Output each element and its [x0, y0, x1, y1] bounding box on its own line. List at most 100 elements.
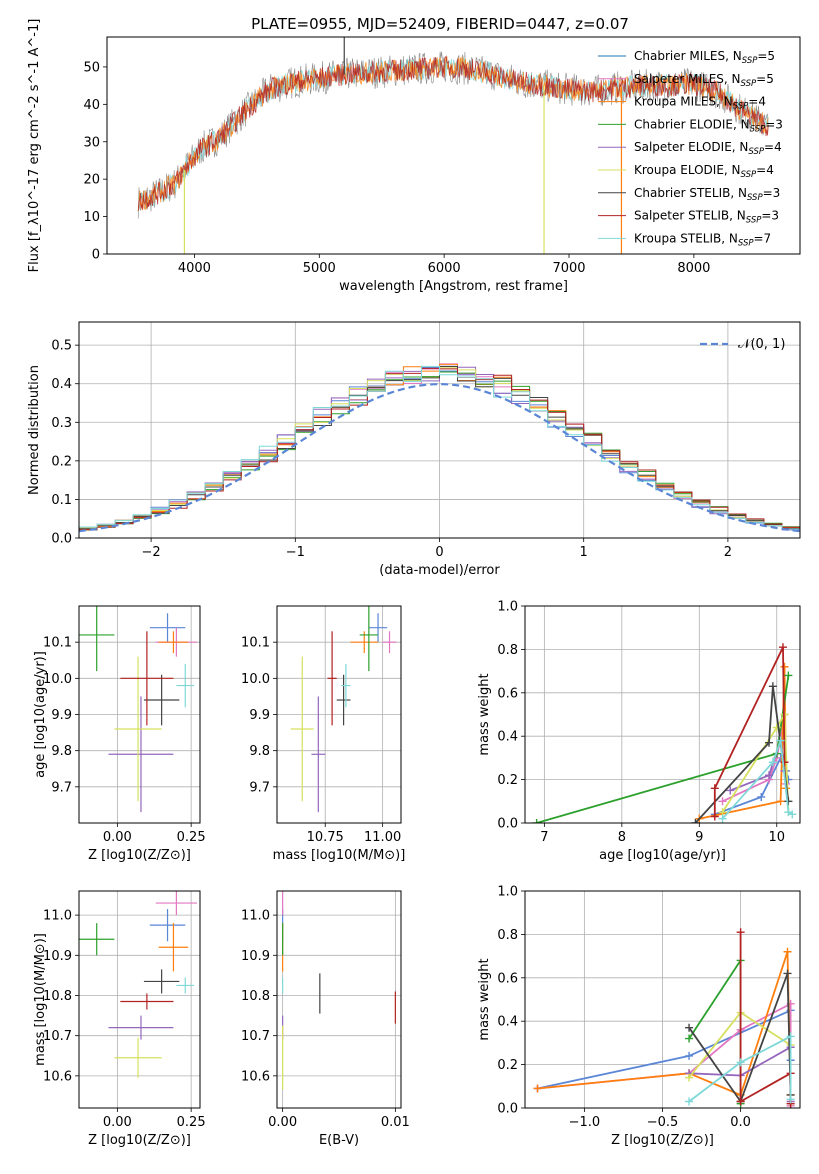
weight-marker: [685, 1051, 694, 1060]
y-tick-label: 11.0: [43, 909, 72, 924]
y-tick-label: 0.3: [51, 416, 72, 431]
errorbar-series: [79, 891, 198, 1078]
weight-marker: [685, 1034, 694, 1043]
x-tick-label: 10: [768, 830, 785, 845]
x-axis-label: age [log10(age/yr)]: [599, 848, 726, 863]
axes-frame: [78, 321, 801, 539]
y-tick-label: 0.5: [51, 339, 72, 354]
legend-subscript: SSP: [738, 238, 754, 248]
legend-suffix: =5: [757, 49, 775, 63]
errorbar-series: [282, 891, 396, 1090]
weight-marker: [786, 1032, 795, 1041]
y-axis-label: mass [log10(M/M⊙)]: [33, 933, 48, 1066]
x-axis-label: Z [log10(Z/Z⊙)]: [88, 848, 191, 863]
spectrum-panel: 4000 5000 6000 7000 8000 0 10 20 30 40 50 wavelengt…: [27, 19, 801, 294]
legend-entry: Salpeter MILES, NSSP=5: [634, 72, 774, 89]
age-vs-mass-panel: 10.75 11.00 9.7 9.8 9.9 10.0 10.1 mass [log10(M…: [241, 605, 406, 863]
y-tick-label: 10.1: [43, 636, 72, 651]
y-axis-label: mass weight: [477, 958, 492, 1040]
legend-subscript: SSP: [746, 216, 762, 226]
y-tick-label: 0.4: [51, 377, 72, 392]
x-axis-label: mass [log10(M/M⊙)]: [273, 848, 406, 863]
y-tick-label: 0.4: [497, 730, 518, 745]
y-tick-label: 0.2: [51, 454, 72, 469]
y-tick-label: 11.0: [241, 909, 270, 924]
legend-entry: Chabrier STELIB, NSSP=3: [634, 186, 780, 203]
weight-line: [537, 1002, 792, 1106]
x-axis-label: Z [log10(Z/Z⊙)]: [611, 1133, 714, 1148]
y-tick-label: 10.6: [241, 1069, 270, 1084]
x-tick-label: 2: [724, 545, 732, 560]
weight-vs-metallicity-panel: −1.0 −0.5 0.0 0.0 0.2 0.4 0.6 0.8 1.0 Z [log10(Z/…: [477, 885, 801, 1148]
weight-marker: [532, 819, 541, 823]
legend-subscript: SSP: [733, 102, 749, 112]
legend-suffix: =3: [763, 186, 781, 200]
legend-suffix: =5: [756, 72, 774, 86]
y-tick-label: 40: [83, 98, 100, 113]
weight-marker: [784, 671, 793, 680]
weight-marker: [710, 784, 719, 793]
y-axis-label: age [log10(age/yr)]: [33, 651, 48, 778]
weight-marker: [788, 810, 797, 819]
x-axis-label: (data-model)/error: [379, 563, 500, 578]
x-tick-label: 0.25: [177, 830, 206, 845]
weight-marker: [776, 797, 785, 806]
y-tick-label: 20: [83, 173, 100, 188]
y-tick-label: 10.8: [43, 989, 72, 1004]
x-tick-label: 8: [618, 830, 626, 845]
legend-subscript: SSP: [748, 147, 764, 157]
y-tick-label: 1.0: [497, 885, 518, 900]
y-tick-label: 0.4: [497, 1015, 518, 1030]
y-tick-label: 10.1: [241, 636, 270, 651]
y-tick-label: 10.8: [241, 989, 270, 1004]
y-tick-label: 50: [83, 60, 100, 75]
normal-curve: [79, 382, 800, 533]
weight-marker: [783, 969, 792, 978]
x-tick-label: −1.0: [569, 1115, 601, 1130]
legend-subscript: SSP: [750, 124, 766, 134]
mass-vs-extinction-panel: 0.00 0.01 10.6 10.7 10.8 10.9 11.0 E(B-V): [241, 890, 410, 1148]
y-tick-label: 0.6: [497, 686, 518, 701]
y-tick-label: 0.2: [497, 773, 518, 788]
y-tick-label: 30: [83, 135, 100, 150]
weight-marker: [736, 928, 745, 937]
histogram-step: [79, 365, 800, 538]
y-tick-label: 1.0: [497, 600, 518, 615]
y-tick-label: 10.7: [43, 1029, 72, 1044]
x-tick-label: 7: [540, 830, 548, 845]
x-tick-label: 1: [580, 545, 588, 560]
y-tick-label: 10.9: [241, 949, 270, 964]
x-tick-label: 0: [435, 545, 443, 560]
x-tick-label: 0.00: [103, 1115, 132, 1130]
y-tick-label: 10.7: [241, 1029, 270, 1044]
y-tick-label: 0: [92, 248, 100, 263]
histogram-series: [79, 363, 800, 538]
weight-marker: [685, 1097, 694, 1106]
legend-entry: Kroupa MILES, NSSP=4: [634, 95, 766, 112]
x-tick-label: 6000: [428, 261, 461, 276]
weight-marker: [685, 1073, 694, 1082]
weight-marker: [768, 682, 777, 691]
residuals-histogram-panel: −2 −1 0 1 2 0.0 0.1 0.2 0.3 0.4 0.5 (data-model)/er…: [27, 321, 801, 578]
x-tick-label: 0.0: [730, 1115, 751, 1130]
legend-suffix: =4: [748, 95, 766, 109]
weight-marker: [726, 786, 735, 795]
errorbar-series: [290, 606, 397, 813]
age-vs-metallicity-panel: 0.00 0.25 9.7 9.8 9.9 10.0 10.1 Z [log10(Z/Z⊙)]…: [33, 605, 206, 863]
weight-marker: [710, 812, 719, 821]
weight-marker: [765, 771, 774, 780]
x-tick-label: 5000: [303, 261, 336, 276]
weight-line: [713, 646, 786, 817]
y-tick-label: 9.7: [249, 780, 270, 795]
weight-marker: [685, 1023, 694, 1032]
y-tick-label: 0.0: [497, 817, 518, 832]
x-tick-label: 7000: [552, 261, 585, 276]
y-tick-label: 9.8: [249, 744, 270, 759]
weight-marker: [757, 792, 766, 801]
weight-series: [532, 643, 797, 823]
y-axis-label: Flux [f_λ10^-17 erg cm^-2 s^-1 A^-1]: [27, 19, 42, 273]
spectrum-line: [137, 55, 769, 212]
legend-subscript: SSP: [747, 193, 763, 203]
legend-entry: Salpeter STELIB, NSSP=3: [634, 209, 779, 226]
legend-suffix: =4: [764, 140, 782, 154]
